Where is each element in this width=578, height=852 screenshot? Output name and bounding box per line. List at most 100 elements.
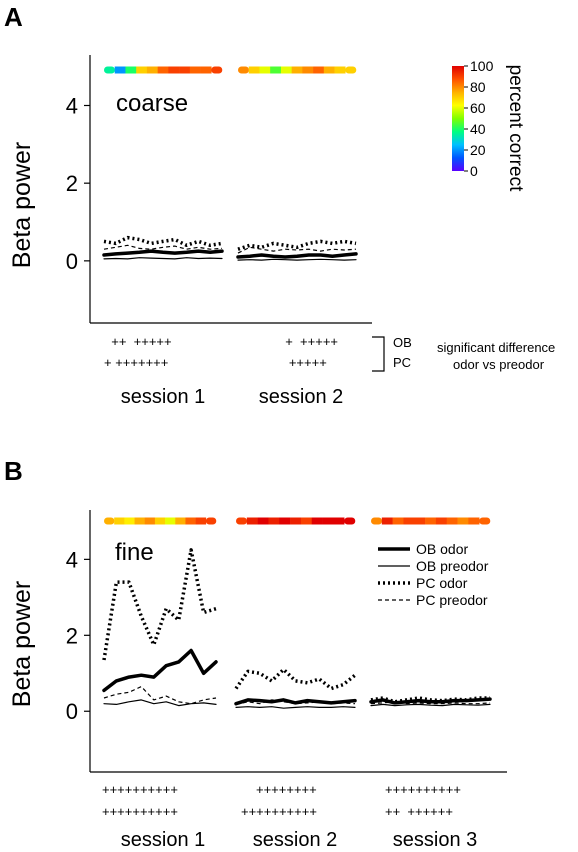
sig-caption-line-1: significant difference (437, 340, 555, 355)
performance-segment (291, 66, 303, 74)
performance-segment (154, 517, 166, 525)
panel-a: A Beta power 0 2 4 coarse ++ +++++ + +++++… (4, 2, 555, 408)
performance-segment (185, 517, 196, 525)
series-line-pc-preodor (235, 699, 356, 705)
series-line-pc-preodor (237, 246, 357, 254)
performance-segment (195, 517, 207, 525)
performance-segment (403, 517, 415, 525)
colorbar-tick-label: 20 (470, 142, 486, 158)
sig-marks-ob-s1: ++ +++++ (104, 334, 172, 349)
performance-segment (259, 66, 271, 74)
sig-marks-ob-s2: + +++++ (278, 334, 338, 349)
series-line-ob-odor (102, 249, 224, 257)
series-line-pc-odor (370, 696, 490, 704)
y-axis-label-a: Beta power (8, 142, 36, 268)
performance-segment (205, 517, 217, 525)
legend-label-pc-preodor: PC preodor (416, 592, 488, 608)
performance-segment (414, 517, 426, 525)
y-tick-label: 2 (66, 171, 78, 196)
series-line-pc-odor (103, 235, 223, 248)
performance-segment (290, 517, 302, 525)
sig-marks-row2-s3: ++ ++++++ (385, 804, 453, 819)
performance-bars-b (104, 517, 491, 525)
series-line-pc-preodor (103, 244, 223, 250)
performance-segment (323, 66, 335, 74)
performance-segment (322, 517, 334, 525)
performance-segment (136, 66, 148, 74)
performance-segment (279, 517, 291, 525)
session-label-b3: session 3 (393, 829, 478, 851)
sig-bracket (372, 336, 385, 372)
performance-segment (300, 517, 313, 525)
y-ticks-b: 0 2 4 (66, 547, 90, 724)
series-line-ob-preodor (103, 257, 223, 260)
colorbar-title: percent correct (505, 65, 526, 192)
performance-segment (334, 66, 346, 74)
performance-segment (425, 517, 437, 525)
sig-marks-pc-s1: + +++++++ (104, 355, 168, 370)
performance-segment (446, 517, 458, 525)
colorbar: 100 80 60 40 20 0 percent correct (452, 58, 526, 192)
session-label-b2: session 2 (253, 829, 338, 851)
performance-segment (179, 66, 191, 74)
sig-marks-row1-s1: ++++++++++ (102, 782, 178, 797)
performance-segment (189, 66, 201, 74)
performance-segment (479, 517, 491, 525)
performance-segment (345, 66, 357, 74)
performance-segment (257, 517, 269, 525)
performance-segment (175, 517, 186, 525)
performance-segment (270, 66, 282, 74)
performance-segment (236, 517, 248, 525)
performance-segment (104, 66, 116, 74)
series-line-pc-odor (234, 667, 357, 691)
performance-segment (248, 66, 260, 74)
plot-lines-b (102, 548, 492, 709)
sig-marks-row2-s2: ++++++++++ (241, 804, 317, 819)
y-tick-label: 0 (66, 699, 78, 724)
performance-segment (125, 66, 137, 74)
session-label-b1: session 1 (121, 829, 206, 851)
colorbar-tick-label: 80 (470, 79, 486, 95)
series-line-pc-odor (237, 239, 357, 251)
performance-segment (238, 66, 250, 74)
series-line-pc-preodor (103, 685, 217, 705)
series-line-ob-preodor (237, 258, 357, 261)
axes-b (89, 510, 507, 773)
sig-row-label-pc: PC (393, 355, 411, 370)
performance-segment (392, 517, 404, 525)
series-line-ob-odor (234, 698, 357, 706)
performance-segment (468, 517, 480, 525)
sig-caption-line-2: odor vs preodor (453, 357, 545, 372)
colorbar-tick-label: 0 (470, 163, 478, 179)
colorbar-gradient (452, 66, 464, 171)
performance-segment (344, 517, 356, 525)
performance-segment (371, 517, 383, 525)
performance-segment (268, 517, 280, 525)
condition-label-fine: fine (115, 539, 154, 566)
performance-segment (114, 517, 125, 525)
y-axis-a (89, 55, 372, 324)
y-tick-label: 0 (66, 249, 78, 274)
performance-segment (302, 66, 314, 74)
performance-segment (211, 66, 223, 74)
y-tick-label: 4 (66, 93, 78, 118)
sig-marks-row1-s3: ++++++++++ (385, 782, 461, 797)
sig-row-label-ob: OB (393, 335, 412, 350)
performance-segment (200, 66, 212, 74)
y-ticks-a: 0 2 4 (66, 93, 90, 274)
y-tick-label: 4 (66, 547, 78, 572)
performance-segment (124, 517, 135, 525)
series-line-pc-preodor (370, 701, 491, 705)
series-line-ob-preodor (103, 699, 217, 707)
y-tick-label: 2 (66, 623, 78, 648)
colorbar-tick-label: 60 (470, 100, 486, 116)
panel-letter-a: A (4, 2, 23, 32)
performance-segment (165, 517, 176, 525)
performance-segment (114, 66, 126, 74)
panel-letter-b: B (4, 456, 23, 486)
series-line-ob-preodor (235, 706, 356, 709)
performance-segment (134, 517, 146, 525)
colorbar-tick-label: 100 (470, 58, 494, 74)
legend-label-ob-odor: OB odor (416, 541, 468, 557)
